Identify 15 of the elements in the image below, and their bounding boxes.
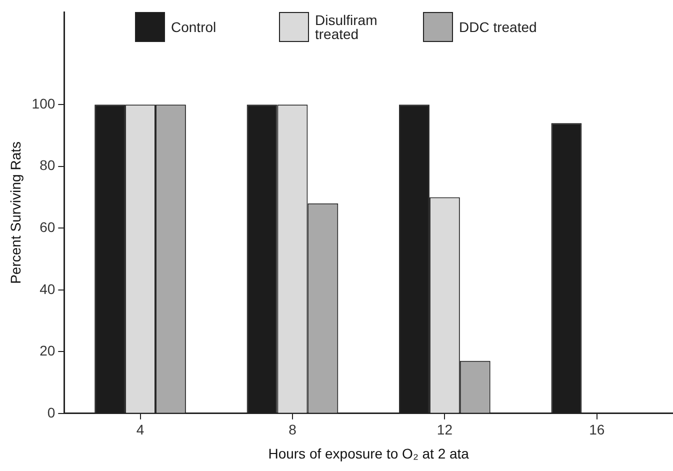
legend-label: Disulfiram treated	[315, 12, 378, 42]
legend-label: DDC treated	[459, 19, 537, 35]
y-tick-label: 40	[40, 280, 56, 297]
y-tick-label: 0	[47, 404, 56, 420]
x-tick-label: 16	[589, 422, 605, 438]
y-tick-label: 100	[32, 95, 56, 112]
x-tick-label: 12	[436, 422, 453, 438]
y-tick-label: 80	[40, 157, 56, 174]
x-tick-label: 8	[288, 422, 297, 438]
y-axis-title: Percent Surviving Rats	[7, 141, 24, 284]
x-axis-title: Hours of exposure to O₂ at 2 ata	[268, 445, 470, 462]
y-tick-label: 60	[40, 219, 56, 235]
y-tick-label: 20	[40, 342, 56, 359]
x-tick-label: 4	[136, 422, 144, 438]
legend-label: Control	[171, 19, 218, 35]
